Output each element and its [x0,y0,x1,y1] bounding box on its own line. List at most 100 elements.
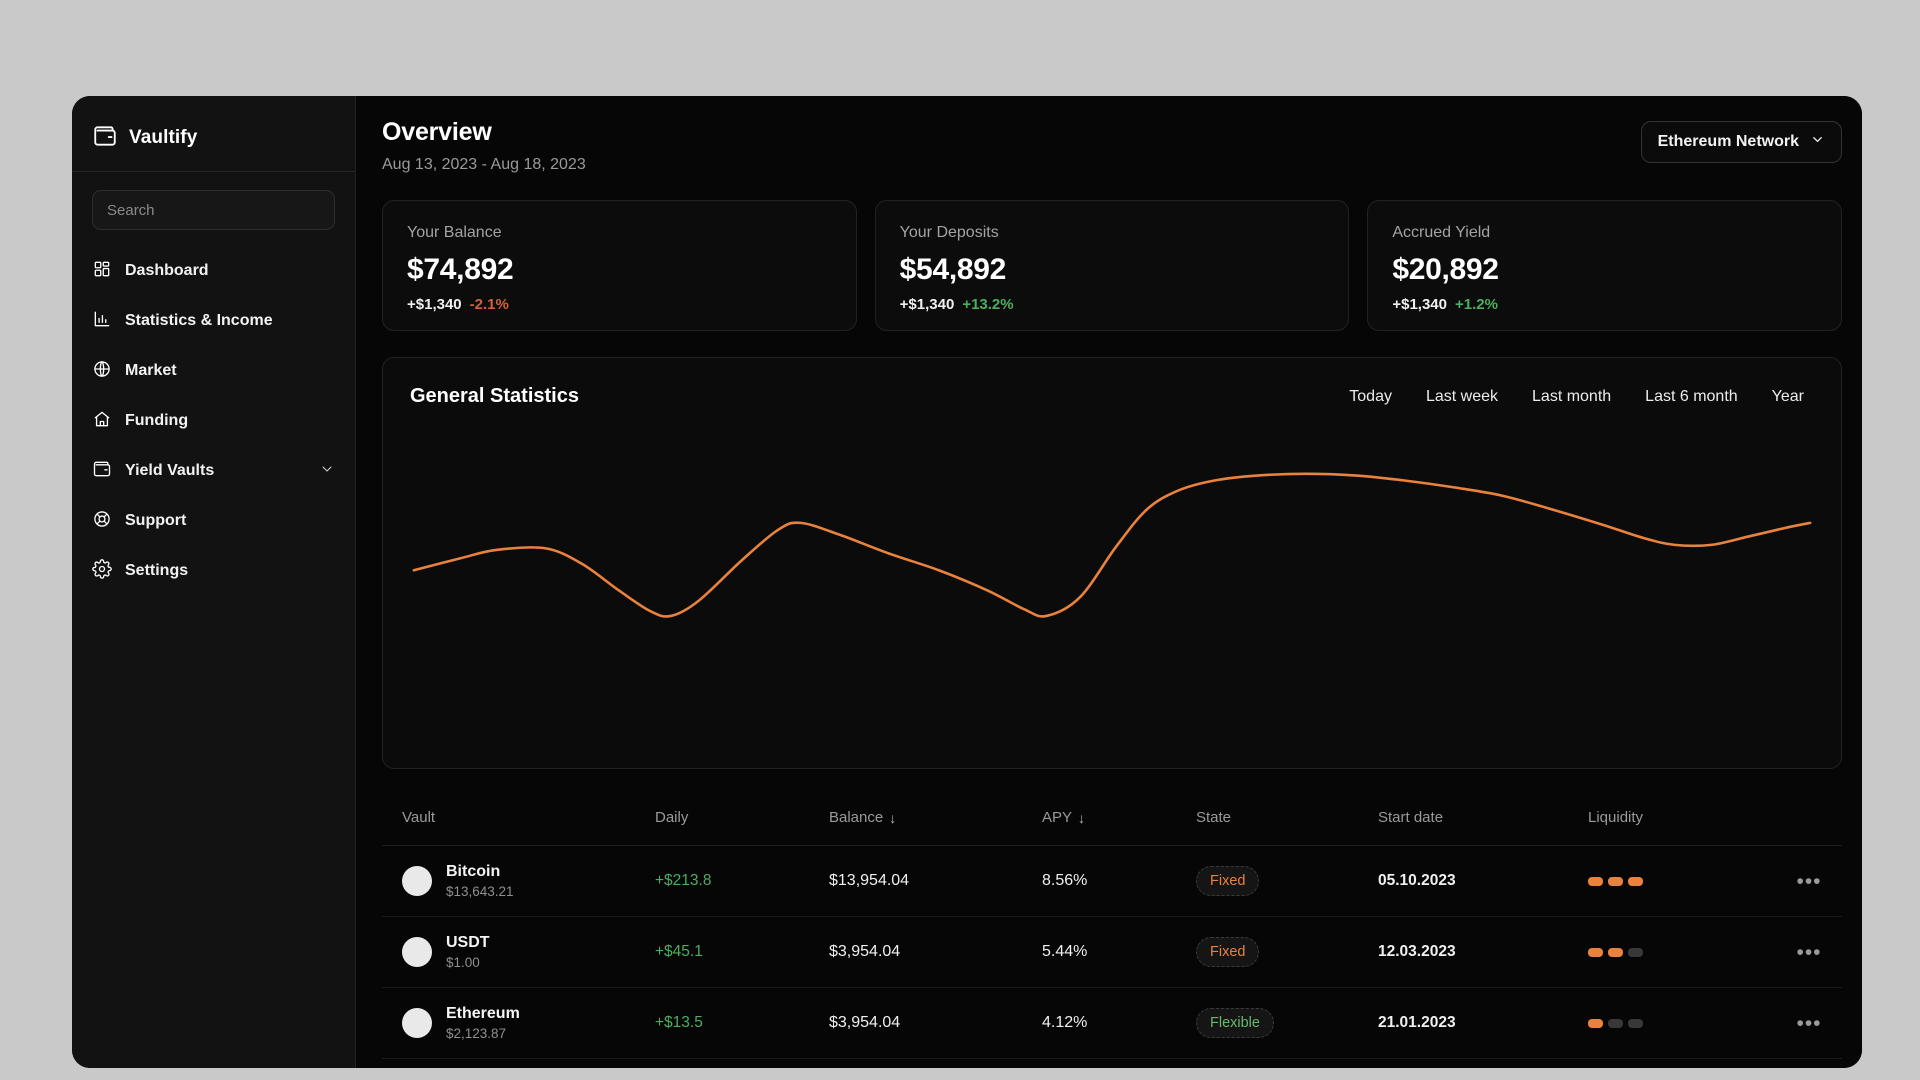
sidebar-item-funding[interactable]: Funding [92,396,335,446]
vault-price: $2,123.87 [446,1026,507,1041]
row-menu-button[interactable]: ••• [1796,940,1822,964]
apy-value: 4.12% [1042,1014,1088,1031]
table-row-bitcoin: Bitcoin $13,643.21 +$213.8 $13,954.04 8.56% F… [382,846,1842,917]
sidebar-nav: Dashboard Statistics & Income Market Fundin… [92,246,335,596]
change-amount: +$1,340 [407,296,462,313]
filter-last-week[interactable]: Last week [1425,387,1499,405]
app-name: Vaultify [129,127,198,148]
globe-icon [92,359,112,384]
liquidity-segment-off [1628,1018,1643,1028]
wallet-icon [92,123,118,154]
card-change: +$1,340 +13.2% [900,296,1325,313]
column-label: Daily [655,809,689,826]
bar-chart-icon [92,309,112,334]
filter-last-month[interactable]: Last month [1532,387,1612,405]
vault-avatar [402,866,432,896]
vault-price: $1.00 [446,955,480,970]
card-value: $20,892 [1392,253,1499,286]
column-label: Liquidity [1588,809,1644,826]
liquidity-indicator [1588,1018,1776,1028]
row-menu-button[interactable]: ••• [1796,869,1822,893]
sidebar-item-settings[interactable]: Settings [92,546,335,596]
filter-last-6-month[interactable]: Last 6 month [1645,387,1738,405]
column-header-apy[interactable]: APY ↓ [1042,809,1196,826]
sidebar-item-label: Statistics & Income [125,312,273,329]
card-value: $74,892 [407,253,514,286]
filter-year[interactable]: Year [1771,387,1804,405]
column-header-liquidity: Liquidity [1588,809,1776,826]
column-label: State [1196,809,1232,826]
sidebar-item-label: Yield Vaults [125,462,215,479]
sidebar-item-dashboard[interactable]: Dashboard [92,246,335,296]
liquidity-segment-on [1628,876,1643,886]
card-change: +$1,340 -2.1% [407,296,832,313]
sidebar-item-yield-vaults[interactable]: Yield Vaults [92,446,335,496]
column-label: Vault [402,809,436,826]
daily-change: +$13.5 [655,1014,703,1031]
liquidity-segment-on [1588,947,1603,957]
apy-value: 5.44% [1042,943,1088,960]
vault-cell: Bitcoin $13,643.21 [382,863,655,899]
grid-icon [92,259,112,284]
column-label: APY [1042,809,1073,826]
row-menu-button[interactable]: ••• [1796,1011,1822,1035]
liquidity-indicator [1588,876,1776,886]
main-content: Overview Aug 13, 2023 - Aug 18, 2023 Eth… [356,96,1862,1068]
liquidity-segment-on [1588,876,1603,886]
column-label: Start date [1378,809,1444,826]
table-body: Bitcoin $13,643.21 +$213.8 $13,954.04 8.56% F… [382,846,1842,1059]
filter-today[interactable]: Today [1349,387,1392,405]
general-statistics-panel: General Statistics Today Last week Last mo… [382,357,1842,769]
line-chart [412,472,1812,618]
balance-value: $13,954.04 [829,872,910,889]
sidebar-item-label: Support [125,512,187,529]
state-badge: Flexible [1196,1008,1274,1038]
app-window: Vaultify Dashboard Statistics & Income Mar… [72,96,1862,1068]
sidebar-item-market[interactable]: Market [92,346,335,396]
table-row-ethereum: Ethereum $2,123.87 +$13.5 $3,954.04 4.12% Fle… [382,988,1842,1059]
change-amount: +$1,340 [899,296,955,313]
state-badge: Fixed [1196,866,1260,896]
network-selector-button[interactable]: Ethereum Network [1640,121,1842,163]
network-selector-label: Ethereum Network [1657,133,1799,150]
vault-info: USDT $1.00 [446,934,490,970]
card-label: Accrued Yield [1392,224,1491,241]
start-date: 21.01.2023 [1378,1014,1456,1031]
home-icon [92,409,112,434]
column-header-vault: Vault [382,809,655,826]
vault-info: Ethereum $2,123.87 [446,1005,520,1041]
vault-name: Ethereum [446,1005,520,1022]
card-label: Your Deposits [899,224,999,241]
balance-value: $3,954.04 [829,1014,901,1031]
panel-title: General Statistics [410,385,579,407]
chevron-down-icon[interactable] [319,461,335,482]
liquidity-segment-on [1608,876,1623,886]
liquidity-indicator [1588,947,1776,957]
wallet-icon [92,459,112,484]
search-input[interactable] [92,190,335,230]
column-label: Balance [829,809,884,826]
page-title: Overview [382,118,492,146]
vaults-table: Vault Daily Balance ↓ APY ↓ State Start date Liq… [382,790,1842,1059]
change-amount: +$1,340 [1392,296,1447,313]
time-filters: Today Last week Last month Last 6 month Year [1349,388,1804,406]
state-cell: Fixed [1196,866,1378,896]
vault-avatar [402,937,432,967]
sidebar-item-support[interactable]: Support [92,496,335,546]
change-percent: +1.2% [1454,296,1498,313]
column-header-balance[interactable]: Balance ↓ [829,809,1042,826]
liquidity-segment-on [1588,1018,1603,1028]
sidebar-item-label: Settings [125,562,189,579]
lifebuoy-icon [92,509,112,534]
vault-avatar [402,1008,432,1038]
table-header-row: Vault Daily Balance ↓ APY ↓ State Start date Liq… [382,790,1842,846]
sidebar-item-statistics-income[interactable]: Statistics & Income [92,296,335,346]
liquidity-segment-on [1608,947,1623,957]
state-cell: Flexible [1196,1008,1378,1038]
sidebar: Vaultify Dashboard Statistics & Income Mar… [72,96,356,1068]
chevron-down-icon [1810,132,1825,152]
column-header-state: State [1196,809,1378,826]
start-date: 05.10.2023 [1378,872,1456,889]
app-logo: Vaultify [92,120,335,156]
start-date: 12.03.2023 [1378,943,1456,960]
